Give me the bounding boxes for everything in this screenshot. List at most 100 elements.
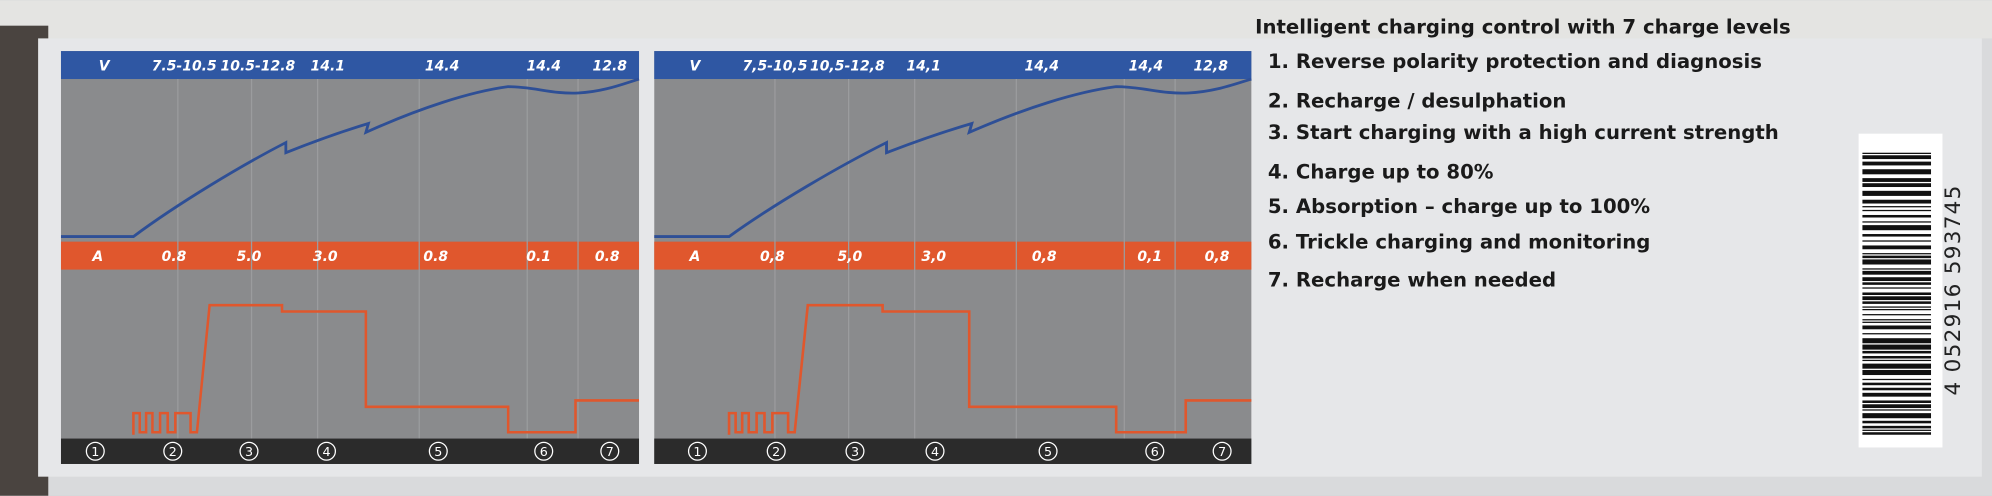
bar: [1862, 152, 1932, 154]
barcode-bars: [1862, 152, 1932, 435]
bar: [1862, 282, 1932, 285]
voltage-header-bar: [654, 51, 1252, 80]
voltage-label: 10,5-12,8: [810, 58, 885, 74]
bar: [1862, 277, 1932, 282]
bar: [1862, 169, 1932, 175]
voltage-label: 14,4: [1025, 58, 1059, 74]
bar: [1862, 387, 1932, 391]
voltage-label: 7,5-10,5: [742, 58, 807, 74]
current-label: 0,8: [1205, 249, 1230, 265]
step-circle: [316, 441, 337, 461]
bar: [1862, 306, 1932, 308]
step-number: 5: [1044, 444, 1052, 459]
step-circle: [766, 441, 786, 461]
bar: [1862, 183, 1932, 188]
bar: [1862, 369, 1932, 376]
step-number: 3: [245, 444, 253, 459]
bar: [1862, 319, 1932, 321]
step-number: 2: [772, 444, 780, 459]
voltage-header: V: [99, 58, 111, 74]
bar: [1862, 314, 1932, 316]
bar: [1862, 308, 1932, 311]
bar: [1862, 161, 1932, 166]
list-item: 6. Trickle charging and monitoring: [1268, 230, 1651, 253]
bar: [1862, 344, 1932, 350]
step-number: 5: [434, 444, 442, 459]
step-number: 1: [693, 444, 701, 459]
step-number: 7: [606, 444, 614, 459]
step-number: 6: [540, 444, 548, 459]
bar: [1862, 240, 1932, 242]
bar: [1862, 321, 1932, 323]
bar: [1862, 359, 1932, 362]
current-header-bar: [60, 241, 640, 270]
bar: [1862, 301, 1932, 304]
step-bar: [654, 438, 1252, 464]
voltage-label: 14,4: [1129, 58, 1163, 74]
voltage-label: 14,1: [906, 58, 940, 74]
top-edge: [0, 0, 1992, 39]
bar: [1862, 214, 1932, 218]
voltage-label: 10.5-12.8: [221, 58, 296, 74]
bar: [1862, 382, 1932, 386]
list-item: 5. Absorption – charge up to 100%: [1268, 195, 1650, 218]
list-item: 4. Charge up to 80%: [1268, 161, 1494, 184]
current-label: 0.8: [595, 249, 620, 265]
bar: [1862, 333, 1932, 335]
current-label: 3,0: [921, 249, 946, 265]
current-label: 0.8: [423, 249, 448, 265]
bar: [1862, 259, 1932, 265]
step-number: 3: [851, 444, 859, 459]
bar: [1862, 292, 1932, 296]
current-header: A: [689, 249, 701, 265]
voltage-label: 14.1: [311, 58, 345, 74]
current-curve: [727, 303, 1252, 435]
bar: [1862, 199, 1932, 204]
bar: [1862, 178, 1932, 182]
step-circle: [239, 441, 259, 461]
bar: [1862, 392, 1932, 397]
bar: [1862, 287, 1932, 289]
step-circle: [600, 441, 620, 461]
voltage-label: 14.4: [425, 58, 459, 74]
step-number: 2: [169, 444, 177, 459]
step-circle: [1145, 441, 1165, 461]
bar: [1862, 155, 1932, 160]
list-item: 3. Start charging with a high current st…: [1268, 121, 1779, 144]
current-curve: [132, 303, 640, 435]
bar: [1862, 221, 1932, 223]
current-label: 5.0: [237, 249, 262, 265]
step-circle: [1038, 441, 1058, 461]
bar: [1862, 432, 1932, 435]
voltage-curve: [60, 77, 640, 238]
current-label: 3.0: [313, 249, 338, 265]
voltage-curve: [654, 77, 1252, 238]
step-number: 6: [1151, 444, 1159, 459]
voltage-label: 7.5-10.5: [152, 58, 217, 74]
bar: [1862, 413, 1932, 419]
bar: [1862, 209, 1932, 212]
voltage-label: 14.4: [527, 58, 561, 74]
voltage-label: 12.8: [593, 58, 628, 74]
bar: [1862, 268, 1932, 270]
step-circle: [163, 441, 183, 461]
bar: [1862, 420, 1932, 424]
current-label: 5,0: [838, 249, 863, 265]
bar: [1862, 400, 1932, 403]
voltage-label: 12,8: [1193, 58, 1228, 74]
bar: [1862, 355, 1932, 359]
bar: [1862, 363, 1932, 369]
barcode-number: 4 052916 593745: [1941, 184, 1966, 395]
list-item: 2. Recharge / desulphation: [1268, 89, 1567, 112]
step-circle: [85, 441, 105, 461]
bar: [1862, 270, 1932, 275]
bar: [1862, 253, 1932, 255]
step-circle: [925, 441, 945, 461]
step-number: 7: [1218, 444, 1226, 459]
bar: [1862, 245, 1932, 250]
step-circle: [687, 441, 707, 461]
bar: [1862, 429, 1932, 431]
bar: [1862, 378, 1932, 381]
step-circle: [428, 441, 448, 461]
